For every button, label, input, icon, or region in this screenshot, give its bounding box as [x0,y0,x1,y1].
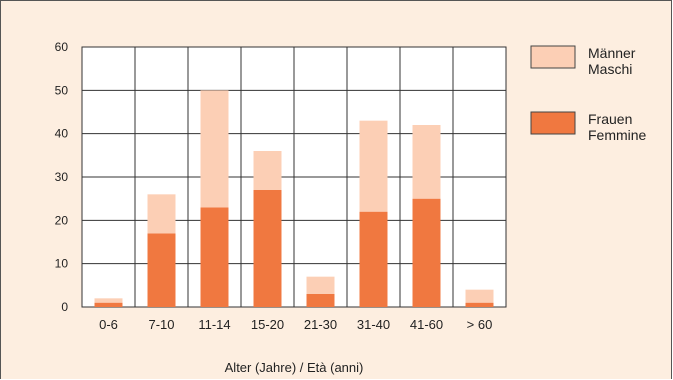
x-tick-label: 31-40 [357,317,390,332]
y-axis-ticks: 0 10 20 30 40 50 60 [55,40,69,314]
bars [94,90,494,307]
x-tick-label: > 60 [467,317,493,332]
x-tick-label: 15-20 [251,317,284,332]
x-tick-label: 7-10 [148,317,174,332]
bar-segment-frauen [147,233,176,307]
bar-segment-maenner [94,298,123,303]
legend-label: Maschi [588,61,632,77]
bar-segment-maenner [306,276,335,294]
y-tick-label: 40 [55,127,69,141]
bar-segment-maenner [253,151,282,190]
bar-segment-frauen [412,198,441,307]
bar-segment-maenner [359,120,388,212]
x-tick-label: 11-14 [198,317,230,332]
legend-label: Femmine [588,127,647,143]
x-tick-label: 21-30 [304,317,337,332]
y-tick-label: 20 [55,213,69,227]
bar-segment-frauen [253,190,282,307]
bar-segment-maenner [147,194,176,234]
bar-segment-maenner [465,289,494,303]
y-tick-label: 0 [61,300,68,314]
bar-segment-frauen [200,207,229,307]
bar-segment-frauen [306,294,335,307]
y-tick-label: 30 [55,170,69,184]
bar-segment-frauen [94,302,123,307]
legend-label: Männer [588,45,636,61]
bar-segment-frauen [359,211,388,307]
legend-swatch [530,45,576,69]
x-tick-label: 0-6 [99,317,118,332]
x-axis-ticks: 0-6 7-10 11-14 15-20 21-30 31-40 41-60 > 60 [99,317,492,332]
bar-segment-maenner [412,125,441,199]
y-tick-label: 10 [55,257,69,271]
y-tick-label: 60 [55,40,69,54]
x-tick-label: 41-60 [410,317,443,332]
legend-swatch [530,111,576,135]
bar-segment-frauen [465,302,494,307]
x-axis-label: Alter (Jahre) / Età (anni) [225,360,364,375]
legend-label: Frauen [588,111,632,127]
y-tick-label: 50 [55,83,69,97]
bar-segment-maenner [200,90,229,208]
